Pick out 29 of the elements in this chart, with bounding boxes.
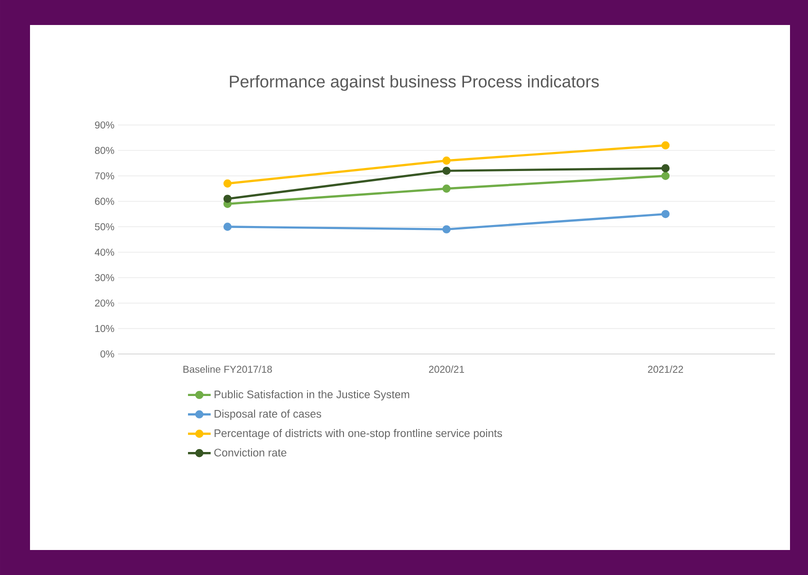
point	[661, 141, 670, 150]
point	[223, 194, 232, 203]
point	[661, 210, 670, 218]
y-tick-label: 20%	[95, 300, 114, 307]
point	[661, 172, 670, 180]
y-tick-label: 80%	[94, 146, 114, 154]
y-tick-label: 90%	[95, 121, 114, 129]
point	[442, 166, 451, 175]
y-tick-label: 60%	[95, 198, 114, 205]
y-tick-label: 50%	[94, 223, 114, 230]
y-tick-label: 10%	[95, 325, 114, 332]
legend-label: Public Satisfaction in the Justice System	[214, 390, 410, 400]
x-tick-label: 2020/21	[429, 365, 464, 373]
y-tick-label: 30%	[94, 274, 114, 282]
y-tick-label: 70%	[95, 172, 114, 180]
point	[661, 164, 670, 172]
y-tick-label: 40%	[94, 248, 114, 256]
point	[223, 179, 232, 188]
chart-title: Performance against business Process indicators	[230, 75, 599, 91]
y-tick-label: 0%	[100, 350, 114, 358]
point	[223, 222, 232, 231]
point	[442, 225, 451, 234]
legend-label: Conviction rate	[214, 448, 286, 456]
x-tick-label: Baseline FY2017/18	[183, 365, 272, 373]
x-tick-label: 2021/22	[648, 365, 684, 373]
point	[442, 156, 451, 165]
legend-label: Percentage of districts with one-stop frontline service points	[214, 429, 502, 440]
point	[442, 184, 451, 193]
legend-label: Disposal rate of cases	[214, 410, 322, 420]
